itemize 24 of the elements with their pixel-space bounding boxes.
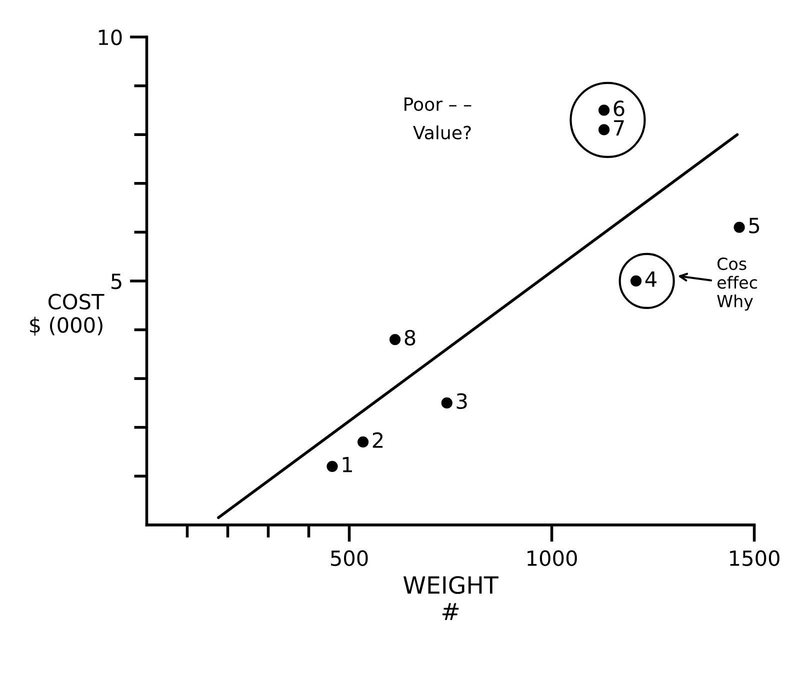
annotation: 7 [614,120,624,136]
point [598,104,610,116]
annotation: 6 [614,100,624,116]
annotation: Cos effec Why [717,257,757,311]
y-tick-label: 10 [98,29,122,46]
x-tick-label: 500 [330,550,368,566]
point [734,222,745,233]
point [630,275,642,287]
annotation: 1 [342,456,352,472]
annotation: 2 [372,432,383,448]
point [389,334,401,346]
point [598,124,610,136]
point [441,397,452,409]
annotation: 4 [645,272,656,287]
annotation: 8 [404,330,416,346]
x-tick-label: 1000 [528,550,577,566]
point [326,460,338,472]
annotation: 5 [749,218,760,234]
x-tick-label: 1500 [730,550,780,566]
annotation: Poor – – Value? [404,98,472,140]
point [357,436,369,448]
annotation: 3 [456,393,467,410]
y-axis-title: COST $ (000) [30,294,104,336]
x-axis-title: WEIGHT # [403,576,498,620]
